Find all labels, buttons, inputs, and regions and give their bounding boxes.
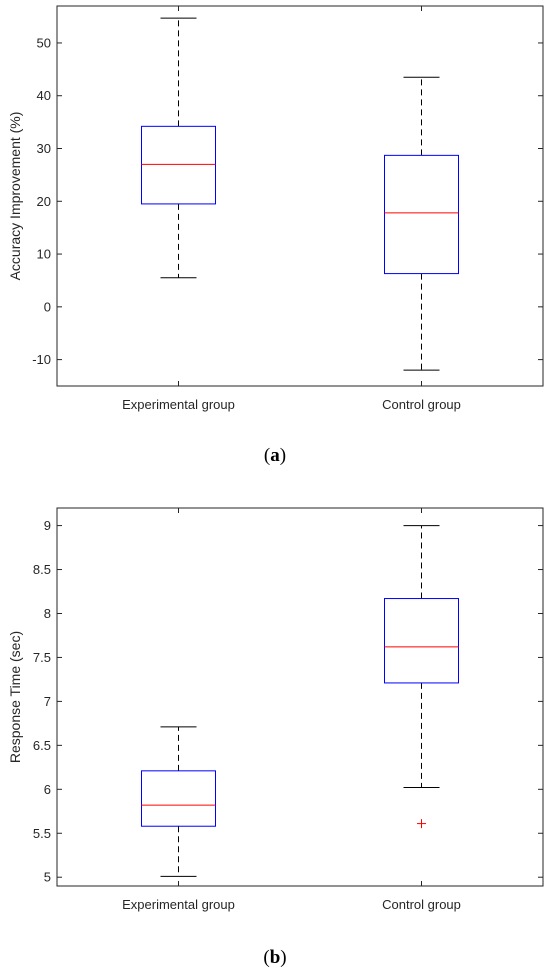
caption-b-label: b bbox=[270, 947, 281, 968]
box-iqr bbox=[384, 598, 459, 684]
box-iqr bbox=[141, 770, 216, 827]
y-axis-label: Accuracy Improvement (%) bbox=[7, 112, 23, 281]
y-tick-label: 5 bbox=[44, 870, 51, 885]
x-tick-label: Control group bbox=[382, 397, 461, 412]
y-tick-label: 40 bbox=[37, 88, 51, 103]
outlier-marker bbox=[417, 819, 426, 829]
y-tick-label: 5.5 bbox=[33, 826, 51, 841]
panel-b: 5 5.5 6 6.5 7 7.5 8 8.5 9 Experimental group Contr… bbox=[7, 507, 544, 912]
y-tick-label: -10 bbox=[32, 352, 51, 367]
plot-frame bbox=[56, 5, 544, 387]
y-tick-label: 9 bbox=[44, 518, 51, 533]
y-tick-label: 6 bbox=[44, 782, 51, 797]
y-tick-label: 7.5 bbox=[33, 650, 51, 665]
x-tick-label: Experimental group bbox=[122, 897, 235, 912]
box-iqr bbox=[141, 125, 216, 205]
y-tick-label: 7 bbox=[44, 694, 51, 709]
y-tick-label: 8 bbox=[44, 606, 51, 621]
y-tick-label: 30 bbox=[37, 141, 51, 156]
y-tick-label: 10 bbox=[37, 247, 51, 262]
y-tick-label: 50 bbox=[37, 35, 51, 50]
x-tick-label: Experimental group bbox=[122, 397, 235, 412]
plot-frame bbox=[56, 507, 544, 887]
y-tick-label: 0 bbox=[44, 299, 51, 314]
y-tick-label: 20 bbox=[37, 194, 51, 209]
caption-a-label: a bbox=[270, 445, 280, 466]
x-tick-label: Control group bbox=[382, 897, 461, 912]
caption-b: (b) bbox=[263, 947, 286, 968]
y-axis-label: Response Time (sec) bbox=[7, 631, 23, 763]
caption-a: (a) bbox=[264, 445, 286, 466]
y-tick-label: 6.5 bbox=[33, 738, 51, 753]
box-iqr bbox=[384, 154, 459, 275]
panel-a: -10 0 10 20 30 40 50 Experimental group Control … bbox=[7, 5, 544, 412]
y-tick-label: 8.5 bbox=[33, 562, 51, 577]
